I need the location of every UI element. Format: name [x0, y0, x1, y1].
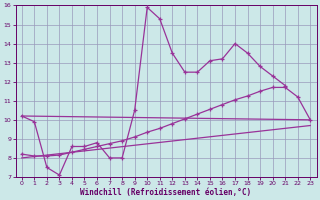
X-axis label: Windchill (Refroidissement éolien,°C): Windchill (Refroidissement éolien,°C) — [80, 188, 252, 197]
